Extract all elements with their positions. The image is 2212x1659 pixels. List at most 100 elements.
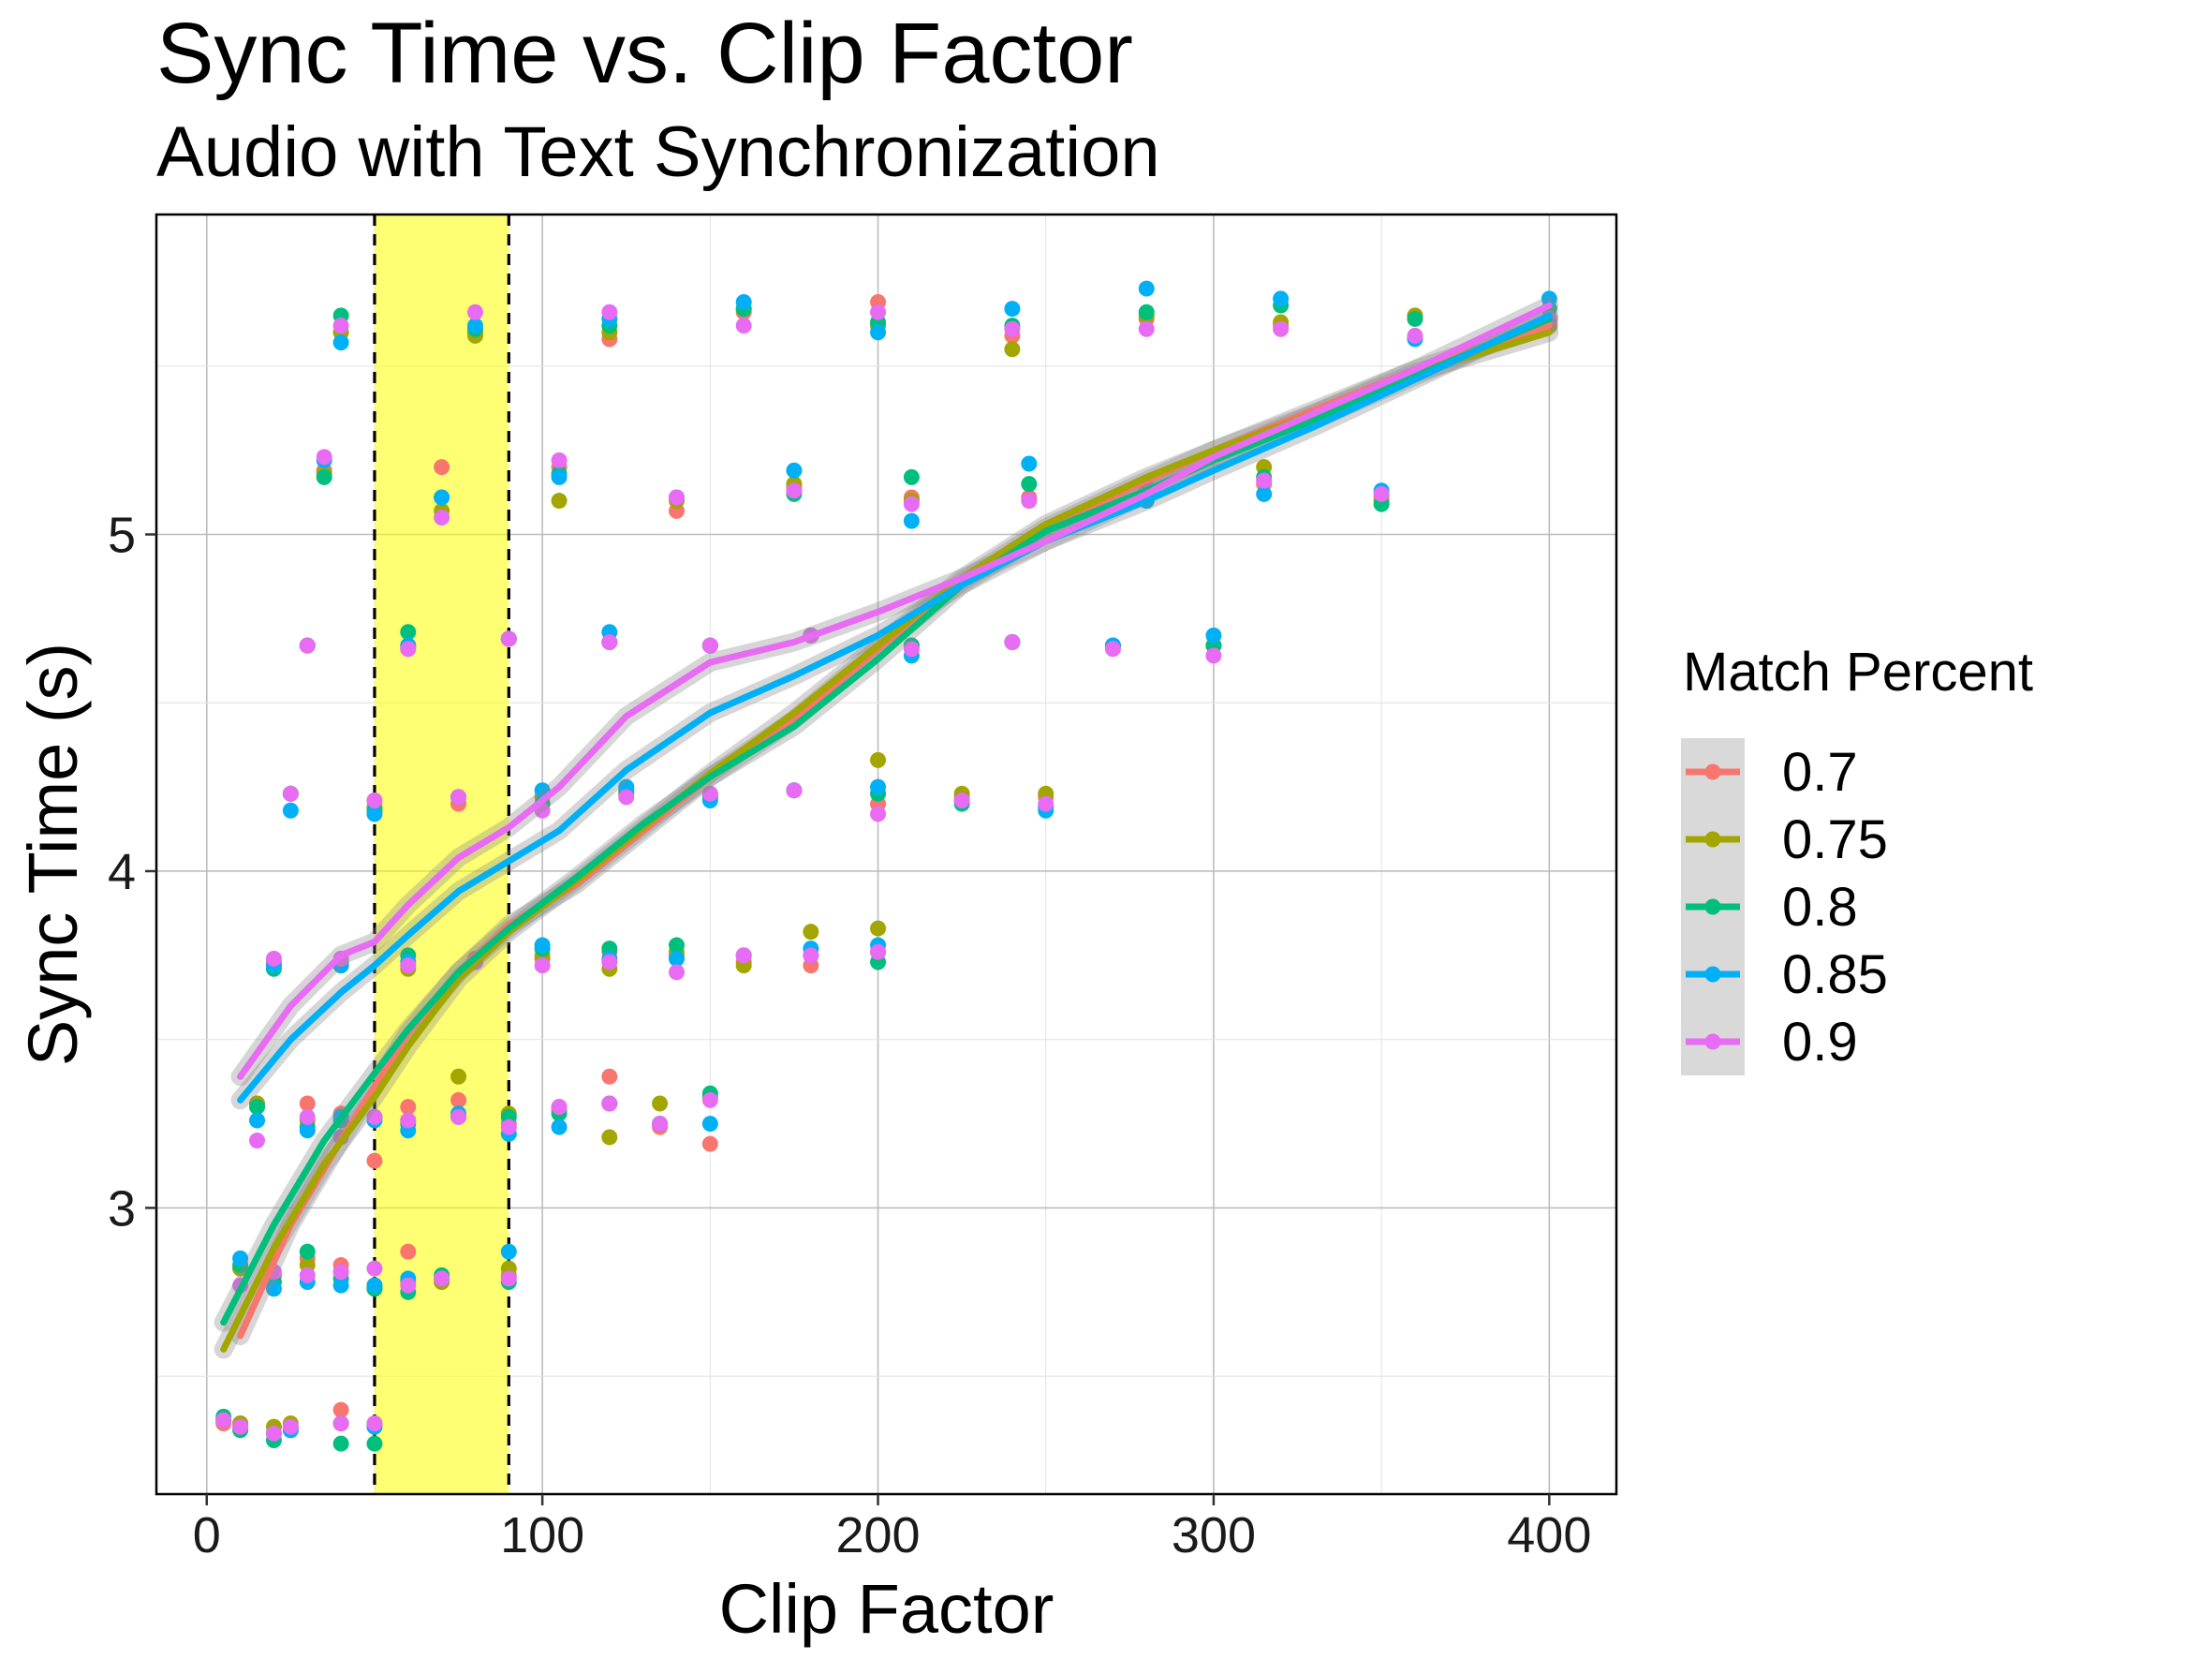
series-0.9-points	[215, 304, 1557, 1442]
data-point	[551, 1099, 568, 1116]
chart-subtitle: Audio with Text Synchronization	[156, 112, 1160, 192]
data-point	[652, 1116, 669, 1133]
legend-key-point	[1704, 1033, 1721, 1050]
data-point	[215, 1412, 232, 1429]
data-point	[551, 468, 568, 485]
y-tick-label: 4	[108, 844, 136, 900]
data-point	[466, 318, 483, 334]
data-point	[701, 1116, 718, 1133]
data-point	[1256, 485, 1273, 502]
data-point	[1038, 795, 1054, 812]
data-point	[400, 641, 417, 658]
data-point	[669, 964, 686, 981]
x-tick-label: 100	[500, 1507, 584, 1563]
data-point	[735, 318, 752, 334]
data-point	[366, 1152, 383, 1169]
data-point	[332, 1415, 349, 1432]
data-point	[299, 1095, 316, 1112]
data-point	[1138, 304, 1155, 320]
data-point	[701, 637, 718, 654]
smooth-line-0.85	[237, 312, 1553, 1104]
legend-label: 0.9	[1782, 1012, 1858, 1073]
data-point	[265, 1281, 282, 1297]
data-point	[1004, 301, 1021, 318]
data-point	[701, 1091, 718, 1108]
data-point	[299, 1266, 316, 1283]
data-point	[601, 1095, 618, 1112]
data-point	[953, 792, 970, 808]
data-point	[1541, 290, 1557, 307]
x-axis-title: Clip Factor	[719, 1570, 1054, 1648]
data-point	[1407, 310, 1423, 327]
legend-label: 0.85	[1782, 944, 1888, 1005]
legend-title: Match Percent	[1683, 642, 2033, 703]
data-point	[870, 324, 887, 341]
data-point	[366, 806, 383, 822]
data-point	[1373, 485, 1390, 502]
data-point	[1138, 320, 1155, 337]
data-point	[400, 1243, 417, 1260]
data-point	[601, 1068, 618, 1085]
data-point	[450, 789, 467, 806]
x-tick-label: 0	[193, 1507, 221, 1563]
data-point	[265, 950, 282, 967]
data-point	[332, 1264, 349, 1281]
data-point	[400, 957, 417, 974]
data-point	[400, 1112, 417, 1129]
data-point	[332, 334, 349, 351]
x-tick-label: 200	[835, 1507, 920, 1563]
data-point	[366, 792, 383, 808]
data-point	[434, 1270, 450, 1287]
data-point	[601, 1129, 618, 1146]
highlight-band	[374, 215, 509, 1494]
data-point	[1004, 341, 1021, 358]
data-point	[601, 634, 618, 651]
data-point	[601, 954, 618, 970]
data-point	[1021, 476, 1038, 493]
y-axis-title: Sync Time (s)	[14, 643, 92, 1066]
legend-item-0.7: 0.7	[1686, 742, 1858, 803]
data-point	[1273, 320, 1290, 337]
data-point	[450, 1108, 467, 1125]
legend-key-point	[1704, 831, 1721, 848]
data-point	[786, 462, 803, 479]
data-point	[870, 778, 887, 795]
data-point	[332, 1401, 349, 1418]
plot-panel	[155, 213, 1618, 1496]
data-point	[282, 1418, 299, 1435]
data-point	[735, 947, 752, 964]
data-point	[652, 1095, 669, 1112]
data-point	[366, 1108, 383, 1125]
data-point	[434, 459, 450, 476]
data-point	[870, 304, 887, 320]
data-point	[534, 937, 551, 954]
data-point	[903, 512, 920, 529]
legend-item-0.85: 0.85	[1686, 944, 1888, 1005]
data-point	[366, 1415, 383, 1432]
data-point	[1004, 320, 1021, 337]
legend-item-0.75: 0.75	[1686, 809, 1888, 870]
data-point	[316, 449, 332, 466]
data-point	[366, 1435, 383, 1452]
data-point	[500, 1270, 517, 1287]
data-point	[1205, 647, 1222, 664]
data-point	[466, 304, 483, 320]
y-tick-label: 3	[108, 1180, 136, 1237]
data-point	[366, 1277, 383, 1294]
data-point	[400, 1277, 417, 1294]
data-point	[249, 1112, 266, 1129]
legend-key-point	[1704, 966, 1721, 983]
data-point	[299, 1243, 316, 1260]
data-point	[500, 630, 517, 647]
data-point	[701, 1135, 718, 1152]
data-point	[299, 1108, 316, 1125]
data-point	[1104, 641, 1121, 658]
data-point	[249, 1099, 266, 1116]
data-point	[735, 293, 752, 310]
data-point	[870, 751, 887, 768]
data-point	[534, 957, 551, 974]
data-point	[870, 920, 887, 937]
data-point	[1205, 627, 1222, 644]
data-point	[1407, 327, 1423, 344]
